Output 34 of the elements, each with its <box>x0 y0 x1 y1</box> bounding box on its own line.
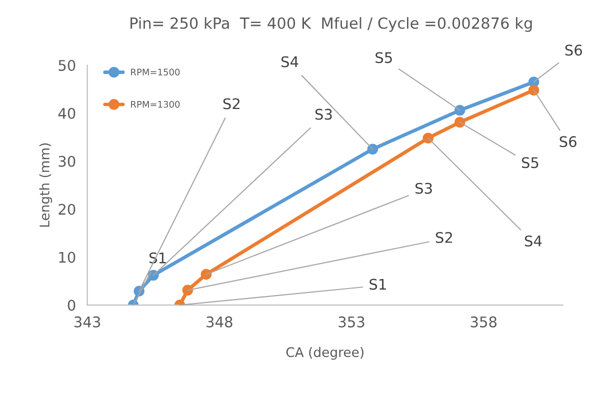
annotation: S3 <box>415 182 432 194</box>
x-tick-label: 343 <box>74 316 100 328</box>
annotation: S5 <box>376 52 392 64</box>
annotation: S1 <box>370 278 386 290</box>
legend-label: RPM=1300 <box>131 100 180 108</box>
annotation: S3 <box>315 108 332 120</box>
x-tick-label: 348 <box>206 316 232 328</box>
annotation: S2 <box>223 98 240 110</box>
point <box>454 116 466 128</box>
annotation: S1 <box>150 252 166 264</box>
annotation: S6 <box>565 44 582 56</box>
annotation: S4 <box>281 56 298 68</box>
x-tick-label: 353 <box>338 316 364 328</box>
chart-title: Pin= 250 kPa T= 400 K Mfuel / Cycle =0.002876 kg <box>130 17 532 32</box>
y-tick-label: 20 <box>58 204 76 215</box>
y-tick-label: 30 <box>58 156 76 167</box>
x-axis-title: CA (degree) <box>286 346 364 360</box>
annotation: S4 <box>524 235 542 247</box>
legend-label: RPM=1500 <box>131 68 180 76</box>
point <box>422 132 434 144</box>
annotation: S2 <box>436 232 452 244</box>
y-tick-label: 0 <box>68 300 76 311</box>
y-tick-label: 40 <box>58 108 76 119</box>
point <box>200 268 212 280</box>
point <box>454 104 466 116</box>
annotation: S6 <box>560 136 576 148</box>
point <box>528 84 540 96</box>
x-tick-label: 358 <box>470 316 497 328</box>
y-tick-label: 50 <box>58 60 76 71</box>
point <box>182 284 194 296</box>
y-tick-label: 10 <box>59 252 76 263</box>
y-axis-title: Length (mm) <box>39 143 52 227</box>
point <box>367 144 378 155</box>
annotation: S5 <box>522 157 538 168</box>
